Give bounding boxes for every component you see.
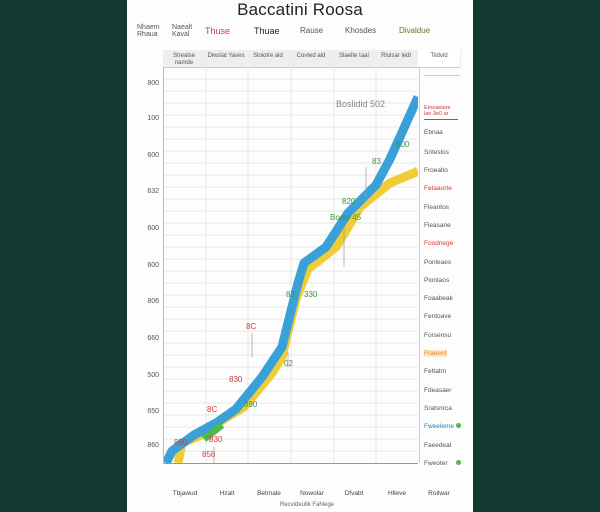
side-item[interactable]: Fleantos bbox=[424, 204, 449, 211]
legend: Nhaem Rhaua Naealt Kaval Thuse Thuae Rause… bbox=[127, 24, 473, 42]
side-item[interactable]: Ebnaa bbox=[424, 129, 443, 136]
column-header: Rlulsar ledl bbox=[381, 53, 411, 59]
svg-text:8C: 8C bbox=[246, 322, 256, 331]
y-tick: 600 bbox=[147, 225, 159, 232]
y-tick: 500 bbox=[147, 372, 159, 379]
series-blue bbox=[164, 95, 418, 463]
side-header: Tiidvid bbox=[418, 50, 460, 67]
svg-text:82: 82 bbox=[286, 290, 295, 299]
legend-item[interactable]: Thuae bbox=[254, 26, 280, 36]
legend-item[interactable]: Khosdes bbox=[345, 26, 377, 35]
svg-text:890: 890 bbox=[244, 400, 258, 409]
side-item[interactable]: Fweoter bbox=[424, 460, 448, 467]
chart-title: Baccatini Roosa bbox=[237, 0, 363, 19]
column-header: Slaelte taal bbox=[339, 53, 369, 59]
svg-text:02: 02 bbox=[284, 359, 293, 368]
side-item[interactable]: Forsensu bbox=[424, 332, 452, 339]
svg-text:330: 330 bbox=[304, 290, 318, 299]
x-tick: Tbjawud bbox=[172, 490, 198, 497]
legend-note: Nhaem Rhaua bbox=[137, 24, 160, 38]
side-item[interactable]: Fettatm bbox=[424, 368, 447, 375]
x-tick: Hzalt bbox=[219, 490, 235, 497]
svg-text:Boslidid 502: Boslidid 502 bbox=[336, 99, 385, 109]
side-item[interactable]: Fraeerd bbox=[424, 350, 447, 357]
y-tick: 806 bbox=[147, 298, 159, 305]
legend-item[interactable]: Rause bbox=[300, 26, 324, 35]
svg-text:830: 830 bbox=[209, 435, 223, 444]
y-tick: 660 bbox=[147, 335, 159, 342]
y-tick: 800 bbox=[147, 80, 159, 87]
y-tick: 860 bbox=[147, 442, 159, 449]
side-item[interactable]: Foaabeak bbox=[424, 295, 453, 302]
side-divider-red bbox=[424, 119, 458, 120]
side-item[interactable]: Fleasane bbox=[424, 222, 451, 229]
column-header-row: Strealse namde Diwslat Yaves Sloiolre al… bbox=[163, 50, 461, 68]
series-green-segment bbox=[201, 422, 225, 442]
side-item[interactable]: Fweeleme bbox=[424, 423, 454, 430]
column-header: Covted ald bbox=[296, 53, 326, 59]
svg-text:8C: 8C bbox=[207, 405, 217, 414]
y-tick: 650 bbox=[147, 408, 159, 415]
svg-text:Boals 45: Boals 45 bbox=[330, 213, 362, 222]
column-header: Sloiolre ald bbox=[253, 53, 283, 59]
column-header: Diwslat Yaves bbox=[207, 53, 245, 59]
svg-text:83: 83 bbox=[372, 157, 381, 166]
legend-item[interactable]: Thuse bbox=[205, 26, 231, 36]
side-item[interactable]: Sriteslos bbox=[424, 149, 449, 156]
side-item[interactable]: Froealto bbox=[424, 167, 448, 174]
svg-text:800: 800 bbox=[396, 140, 410, 149]
side-item[interactable]: Foodnege bbox=[424, 240, 454, 247]
side-item[interactable]: Faeedeat bbox=[424, 442, 452, 449]
status-dot-icon bbox=[456, 460, 461, 465]
x-tick: Nowolar bbox=[300, 490, 324, 497]
side-item[interactable]: Sratsnrca bbox=[424, 405, 452, 412]
legend-item[interactable]: Divaldue bbox=[399, 26, 431, 35]
svg-text:820: 820 bbox=[342, 197, 356, 206]
side-divider bbox=[424, 71, 460, 76]
legend-note: Naealt Kaval bbox=[172, 24, 193, 38]
svg-text:858: 858 bbox=[202, 450, 216, 459]
x-tick: Dfvabt bbox=[344, 490, 364, 497]
x-axis-label: Recvideullk Fahlege bbox=[279, 502, 335, 508]
side-note: Etneaeiare lae 3e0 ar bbox=[424, 105, 451, 117]
side-legend: Etneaeiare lae 3e0 ar Ebnaa Sriteslos Fro… bbox=[419, 67, 464, 467]
side-item[interactable]: Fetaaorte bbox=[424, 185, 452, 192]
x-tick: Hlleve bbox=[387, 490, 407, 497]
side-item[interactable]: Fentoave bbox=[424, 313, 452, 320]
svg-text:830: 830 bbox=[229, 375, 243, 384]
status-dot-icon bbox=[456, 423, 461, 428]
y-tick: 600 bbox=[147, 152, 159, 159]
side-item[interactable]: Fdeasaer bbox=[424, 387, 452, 394]
column-header: Strealse namde bbox=[172, 53, 195, 66]
point-annotations: 8C 830 8C 830 890 858 02 890 82 330 Boal… bbox=[174, 99, 410, 459]
x-tick: Betmale bbox=[257, 490, 281, 497]
side-item[interactable]: Ponleaex bbox=[424, 259, 452, 266]
chart-card: Baccatini Roosa Nhaem Rhaua Naealt Kaval T… bbox=[127, 0, 473, 512]
side-item[interactable]: Piontaos bbox=[424, 277, 450, 284]
svg-text:890: 890 bbox=[174, 438, 188, 447]
gridlines bbox=[164, 67, 418, 463]
y-tick: 100 bbox=[147, 115, 159, 122]
side-footer: Roilwar bbox=[428, 490, 450, 497]
y-tick: 600 bbox=[147, 262, 159, 269]
y-tick: 632 bbox=[147, 188, 159, 195]
chart-lines: 8C 830 8C 830 890 858 02 890 82 330 Boal… bbox=[164, 67, 418, 463]
plot-area: 8C 830 8C 830 890 858 02 890 82 330 Boal… bbox=[163, 67, 418, 464]
